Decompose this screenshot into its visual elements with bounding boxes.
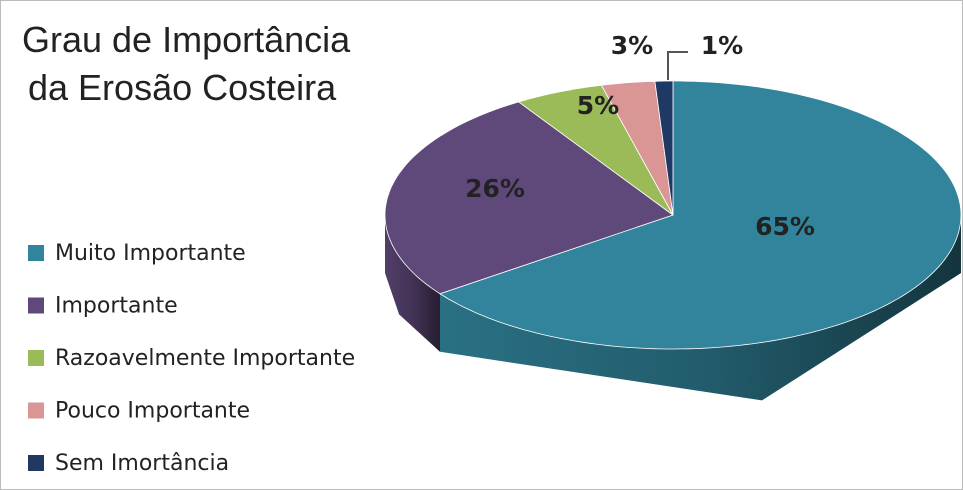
legend-swatch [28,350,44,366]
data-label: 5% [577,91,619,120]
data-label: 65% [755,212,815,241]
legend-label: Importante [55,294,178,319]
pie-sides [385,215,961,401]
legend: Muito Importante Importante Razoavelmente … [28,241,355,476]
data-label: 3% [611,31,653,60]
legend-label: Pouco Importante [55,399,250,424]
pie-side-shade [385,215,440,352]
pie-slice [654,80,674,216]
data-label: 26% [465,174,525,203]
legend-swatch [28,455,44,471]
chart-title: Grau de Importância [22,19,351,60]
legend-swatch [28,402,44,419]
pie-slice [600,80,674,216]
data-labels: 65% 26% 5% 3% 1% [465,31,815,241]
pie-slice [384,101,674,295]
legend-label: Sem Imortância [55,451,229,476]
pie-slice [517,84,674,216]
data-label: 1% [701,31,743,60]
legend-label: Razoavelmente Importante [55,346,355,371]
pie-slice [439,80,962,350]
legend-swatch [28,245,44,261]
leader-line [667,51,688,80]
legend-label: Muito Importante [55,241,246,266]
chart-title: da Erosão Costeira [28,67,337,108]
pie-tops [384,80,962,350]
legend-swatch [28,297,44,314]
pie-side-shade [440,215,961,401]
